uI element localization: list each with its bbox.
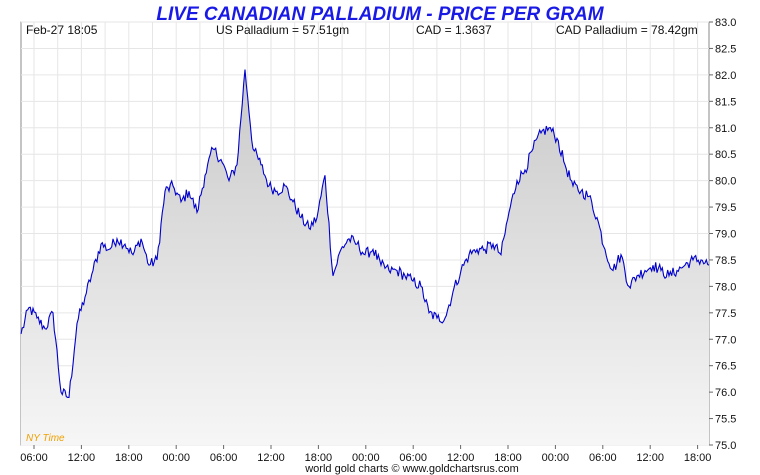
x-tick-label: 00:00 bbox=[542, 452, 570, 464]
y-tick-label: 75.5 bbox=[715, 414, 736, 426]
y-tick-label: 75.0 bbox=[715, 440, 736, 452]
x-tick-label: 06:00 bbox=[589, 452, 617, 464]
y-tick-label: 77.0 bbox=[715, 334, 736, 346]
y-tick-label: 78.5 bbox=[715, 255, 736, 267]
x-tick-label: 18:00 bbox=[494, 452, 522, 464]
y-tick-label: 79.5 bbox=[715, 202, 736, 214]
x-axis: 06:00 12:00 18:00 00:00 06:00 12:00 18:00 00:00… bbox=[20, 445, 711, 464]
price-line bbox=[20, 69, 710, 398]
x-tick-label: 12:00 bbox=[636, 452, 664, 464]
price-area bbox=[21, 69, 709, 445]
x-tick-label: 06:00 bbox=[210, 452, 238, 464]
y-tick-label: 76.0 bbox=[715, 387, 736, 399]
x-tick-label: 06:00 bbox=[20, 452, 48, 464]
y-tick-label: 76.5 bbox=[715, 361, 736, 373]
x-tick-label: 18:00 bbox=[115, 452, 143, 464]
y-axis: 83.0 82.5 82.0 81.5 81.0 80.5 80.0 79.5 79.0 78.5… bbox=[709, 17, 736, 452]
x-tick-label: 12:00 bbox=[257, 452, 285, 464]
header-us-price: US Palladium = 57.51gm bbox=[216, 23, 349, 37]
x-tick-label: 00:00 bbox=[352, 452, 380, 464]
header-cad-price: CAD Palladium = 78.42gm bbox=[556, 23, 698, 37]
y-tick-label: 80.5 bbox=[715, 149, 736, 161]
x-tick-label: 12:00 bbox=[68, 452, 96, 464]
x-tick-label: 00:00 bbox=[162, 452, 190, 464]
x-tick-label: 18:00 bbox=[684, 452, 712, 464]
timezone-label: NY Time bbox=[26, 433, 65, 444]
x-tick-label: 06:00 bbox=[399, 452, 427, 464]
y-tick-label: 78.0 bbox=[715, 281, 736, 293]
footer-credit: world gold charts © www.goldchartsrus.co… bbox=[304, 463, 519, 475]
y-tick-label: 79.0 bbox=[715, 229, 736, 241]
y-tick-label: 83.0 bbox=[715, 17, 736, 29]
y-tick-label: 77.5 bbox=[715, 308, 736, 320]
header-datetime: Feb-27 18:05 bbox=[26, 23, 98, 37]
x-tick-label: 12:00 bbox=[447, 452, 475, 464]
header-fx-rate: CAD = 1.3637 bbox=[416, 23, 492, 37]
y-tick-label: 81.0 bbox=[715, 123, 736, 135]
y-tick-label: 81.5 bbox=[715, 96, 736, 108]
x-tick-label: 18:00 bbox=[305, 452, 333, 464]
y-tick-label: 82.0 bbox=[715, 70, 736, 82]
chart-title: LIVE CANADIAN PALLADIUM - PRICE PER GRAM bbox=[156, 4, 604, 25]
y-tick-label: 80.0 bbox=[715, 176, 736, 188]
y-tick-label: 82.5 bbox=[715, 43, 736, 55]
